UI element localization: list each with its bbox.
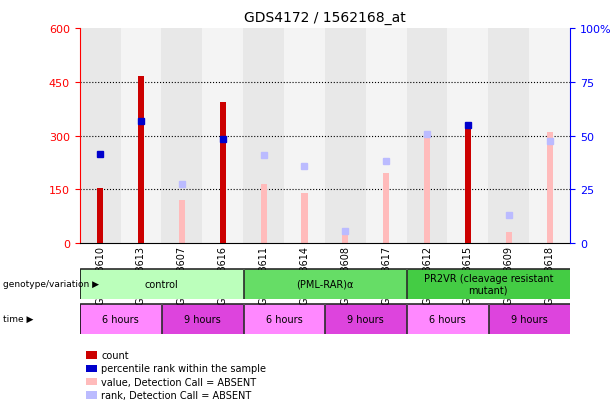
Bar xyxy=(342,233,348,244)
Bar xyxy=(261,185,267,244)
Bar xyxy=(121,29,161,244)
Bar xyxy=(326,304,406,334)
Bar xyxy=(366,29,406,244)
Bar xyxy=(97,188,103,244)
Text: 6 hours: 6 hours xyxy=(265,314,302,324)
Bar xyxy=(506,233,512,244)
Bar xyxy=(447,29,489,244)
Bar xyxy=(407,304,488,334)
Text: time ▶: time ▶ xyxy=(3,315,34,323)
Bar xyxy=(465,126,471,244)
Text: genotype/variation ▶: genotype/variation ▶ xyxy=(3,280,99,288)
Text: value, Detection Call = ABSENT: value, Detection Call = ABSENT xyxy=(101,377,256,387)
Text: count: count xyxy=(101,350,129,360)
Bar xyxy=(219,102,226,244)
Bar xyxy=(489,304,569,334)
Bar xyxy=(179,201,185,244)
Title: GDS4172 / 1562168_at: GDS4172 / 1562168_at xyxy=(244,11,406,25)
Bar xyxy=(383,174,389,244)
Bar xyxy=(302,194,308,244)
Text: 6 hours: 6 hours xyxy=(429,314,466,324)
Text: 9 hours: 9 hours xyxy=(348,314,384,324)
Bar xyxy=(162,304,243,334)
Text: PR2VR (cleavage resistant
mutant): PR2VR (cleavage resistant mutant) xyxy=(424,273,553,295)
Bar xyxy=(243,29,284,244)
Bar xyxy=(529,29,570,244)
Text: control: control xyxy=(145,279,178,289)
Text: (PML-RAR)α: (PML-RAR)α xyxy=(296,279,354,289)
Bar xyxy=(202,29,243,244)
Bar xyxy=(284,29,325,244)
Bar xyxy=(161,29,202,244)
Bar xyxy=(489,29,529,244)
Bar xyxy=(80,29,121,244)
Text: 9 hours: 9 hours xyxy=(511,314,547,324)
Bar xyxy=(407,269,569,299)
Text: 9 hours: 9 hours xyxy=(184,314,221,324)
Bar xyxy=(243,269,406,299)
Bar xyxy=(424,133,430,244)
Bar xyxy=(325,29,366,244)
Text: 6 hours: 6 hours xyxy=(102,314,139,324)
Bar xyxy=(406,29,447,244)
Bar xyxy=(547,133,553,244)
Bar xyxy=(80,269,243,299)
Bar xyxy=(243,304,324,334)
Bar xyxy=(138,77,144,244)
Text: percentile rank within the sample: percentile rank within the sample xyxy=(101,363,266,373)
Bar xyxy=(80,304,161,334)
Text: rank, Detection Call = ABSENT: rank, Detection Call = ABSENT xyxy=(101,390,251,400)
